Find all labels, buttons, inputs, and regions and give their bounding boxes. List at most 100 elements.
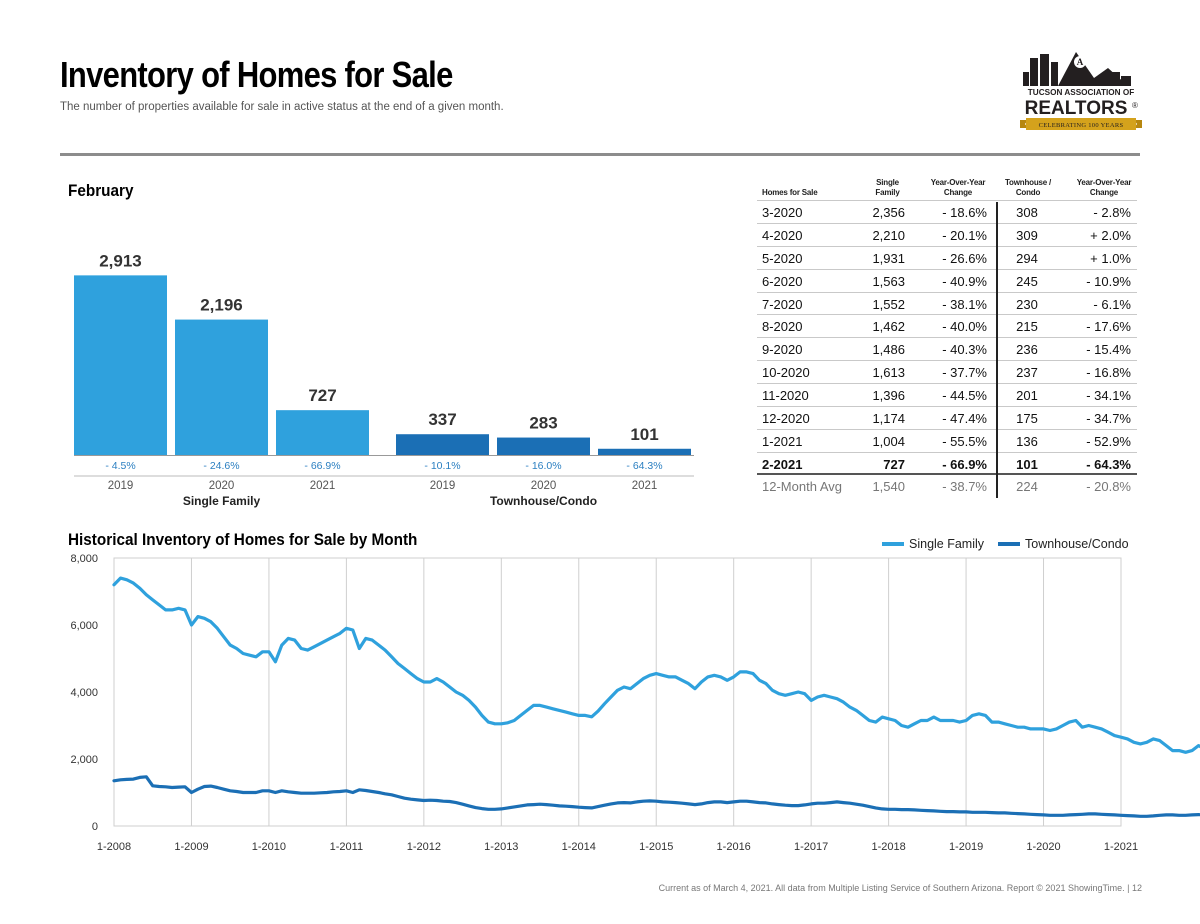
x-tick-label: 1-2011: [330, 841, 363, 853]
table-avg-row: 12-Month Avg 1,540 - 38.7% 224 - 20.8%: [757, 475, 1137, 498]
table-cell: 2,210: [872, 227, 905, 243]
svg-text:CELEBRATING 100 YEARS: CELEBRATING 100 YEARS: [1039, 122, 1124, 129]
line-chart-title: Historical Inventory of Homes for Sale b…: [68, 530, 418, 549]
bar-single-family-2020: [175, 319, 268, 455]
legend-swatch: [882, 541, 904, 546]
series-line-townhouse-condo: [112, 775, 1200, 818]
bar-chart-title: February: [68, 181, 134, 200]
x-tick-label: 1-2014: [562, 841, 596, 853]
table-header: Homes for Sale Single Family Year-Over-Y…: [757, 172, 1137, 200]
x-tick-label: 1-2013: [484, 841, 518, 853]
bar-single-family-2021: [276, 410, 369, 455]
table-cell: 1,552: [872, 296, 905, 312]
bar-change-label: - 66.9%: [304, 460, 340, 472]
table-cell: 230: [1016, 296, 1038, 312]
table-cell: 1,613: [872, 365, 905, 381]
table-cell: - 40.0%: [942, 319, 987, 335]
table-cell: - 34.1%: [1086, 388, 1131, 404]
svg-text:A: A: [1077, 57, 1084, 67]
legend-single-family: Single Family: [882, 537, 984, 551]
table-cell: 3-2020: [762, 205, 803, 220]
table-cell: - 10.9%: [1086, 273, 1131, 289]
table-cell: 215: [1016, 319, 1038, 335]
table-row: 1-2021 1,004 - 55.5% 136 - 52.9%: [757, 428, 1137, 452]
bar-change-label: - 16.0%: [525, 460, 561, 472]
table-row: 3-2020 2,356 - 18.6% 308 - 2.8%: [757, 200, 1137, 223]
x-tick-label: 1-2009: [174, 841, 208, 853]
historical-line-chart: 1-2008 1-2009 1-2010 1-2011 1-2012 1-2013 1-20…: [70, 553, 1200, 853]
col-header-th-change: Year-Over-Year Change: [1076, 178, 1132, 197]
table-row: 6-2020 1,563 - 40.9% 245 - 10.9%: [757, 268, 1137, 292]
table-cell: 6-2020: [762, 273, 803, 289]
bar-change-label: - 24.6%: [203, 460, 239, 472]
table-row: 7-2020 1,552 - 38.1% 230 - 6.1%: [757, 291, 1137, 315]
legend-label: Single Family: [909, 537, 985, 551]
table-cell: 1,004: [872, 433, 905, 449]
tucson-realtors-logo: A TUCSON ASSOCIATION OF REALTORS ® CELEB…: [1020, 52, 1142, 130]
footer-note: Current as of March 4, 2021. All data fr…: [658, 883, 1142, 893]
table-cell: - 38.7%: [942, 478, 987, 494]
bar-value-label: 101: [630, 425, 658, 444]
table-cell: 5-2020: [762, 250, 803, 266]
bar-year-label: 2020: [531, 480, 557, 492]
bar-group-label: Single Family: [183, 494, 261, 508]
bar-year-label: 2019: [108, 480, 134, 492]
table-row: 12-2020 1,174 - 47.4% 175 - 34.7%: [757, 406, 1137, 429]
table-body: 3-2020 2,356 - 18.6% 308 - 2.8% 4-2020 2,210 - …: [757, 200, 1137, 498]
table-cell: 1,563: [872, 273, 905, 289]
table-divider: [996, 202, 998, 498]
table-cell: 1,174: [872, 411, 905, 427]
table-cell: 294: [1016, 250, 1038, 266]
bar-value-label: 2,913: [99, 251, 142, 270]
table-cell: 1,486: [872, 342, 905, 358]
table-cell: 1,462: [872, 319, 905, 335]
table-cell: - 34.7%: [1086, 411, 1131, 427]
table-cell: 308: [1016, 205, 1038, 220]
y-tick-label: 2,000: [70, 754, 98, 766]
table-cell: 4-2020: [762, 227, 803, 243]
table-cell: 12-Month Avg: [762, 478, 842, 494]
series-line-single-family: [112, 576, 1200, 754]
bar-change-label: - 64.3%: [626, 460, 662, 472]
table-cell: 8-2020: [762, 319, 803, 335]
table-cell: 136: [1016, 433, 1038, 449]
city-skyline-icon: [1023, 52, 1131, 86]
bar-change-label: - 4.5%: [105, 460, 135, 472]
table-cell: 10-2020: [762, 365, 810, 381]
legend-label: Townhouse/Condo: [1025, 537, 1129, 551]
svg-text:®: ®: [1132, 101, 1138, 110]
col-header-homes: Homes for Sale: [762, 188, 818, 197]
table-cell: - 18.6%: [942, 205, 987, 220]
table-cell: - 20.8%: [1086, 478, 1131, 494]
y-tick-label: 6,000: [70, 620, 98, 632]
table-cell: - 15.4%: [1086, 342, 1131, 358]
table-row: 5-2020 1,931 - 26.6% 294 + 1.0%: [757, 245, 1137, 269]
bar-value-label: 283: [529, 414, 557, 433]
x-tick-label: 1-2015: [639, 841, 673, 853]
header-divider: [60, 153, 1140, 156]
bar-value-label: 727: [308, 386, 336, 405]
table-cell: 2-2021: [762, 456, 803, 472]
bar-value-label: 337: [428, 410, 456, 429]
x-tick-label: 1-2016: [717, 841, 751, 853]
bar-year-label: 2021: [632, 480, 658, 492]
table-cell: - 17.6%: [1086, 319, 1131, 335]
table-cell: - 47.4%: [942, 411, 987, 427]
table-row: 11-2020 1,396 - 44.5% 201 - 34.1%: [757, 383, 1137, 406]
table-cell: - 38.1%: [942, 296, 987, 312]
table-cell: 237: [1016, 365, 1038, 381]
table-cell: 236: [1016, 342, 1038, 358]
table-cell: - 6.1%: [1093, 296, 1131, 312]
legend-swatch: [998, 541, 1020, 546]
svg-text:REALTORS: REALTORS: [1025, 98, 1128, 119]
table-cell: - 40.3%: [942, 342, 987, 358]
table-cell: 1,396: [872, 388, 905, 404]
table-cell: 1,540: [872, 478, 905, 494]
table-cell: - 40.9%: [942, 273, 987, 289]
bar-value-label: 2,196: [200, 296, 243, 315]
y-tick-label: 4,000: [70, 687, 98, 699]
bar-group-label: Townhouse/Condo: [490, 494, 597, 508]
col-header-sf-change: Year-Over-Year Change: [930, 178, 986, 197]
table-row: 4-2020 2,210 - 20.1% 309 + 2.0%: [757, 222, 1137, 246]
table-cell: 201: [1016, 388, 1038, 404]
